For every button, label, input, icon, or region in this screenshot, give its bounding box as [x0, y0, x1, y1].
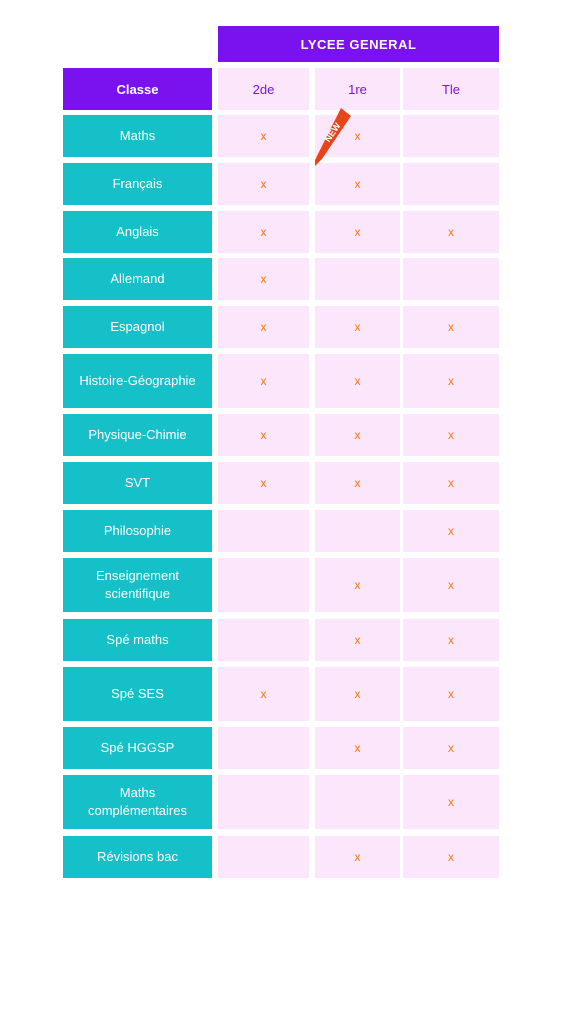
subject-label: Histoire-Géographie — [63, 354, 212, 408]
mark-cell — [218, 836, 309, 878]
mark-cell — [315, 510, 400, 552]
class-header: Classe — [63, 68, 212, 110]
subject-label: Spé HGGSP — [63, 727, 212, 769]
mark-cell: x — [218, 163, 309, 205]
mark-cell: x — [403, 667, 499, 721]
mark-cell: x — [315, 462, 400, 504]
mark-cell: x — [403, 462, 499, 504]
column-header-1re: 1re — [315, 68, 400, 110]
mark-cell: x — [403, 558, 499, 612]
mark-cell: x — [218, 306, 309, 348]
mark-cell — [403, 258, 499, 300]
subject-label: Enseignement scientifique — [63, 558, 212, 612]
mark-cell — [315, 258, 400, 300]
mark-cell: x — [403, 775, 499, 829]
mark-cell — [218, 775, 309, 829]
mark-cell: x — [315, 836, 400, 878]
mark-cell: x — [403, 836, 499, 878]
mark-cell — [218, 619, 309, 661]
mark-cell: x — [403, 354, 499, 408]
column-header-tle: Tle — [403, 68, 499, 110]
mark-cell: x — [315, 727, 400, 769]
mark-cell: x — [403, 727, 499, 769]
mark-cell: x — [315, 354, 400, 408]
subject-label: Spé maths — [63, 619, 212, 661]
level-banner: LYCEE GENERAL — [218, 26, 499, 62]
mark-cell: x — [315, 211, 400, 253]
mark-cell: x — [315, 619, 400, 661]
subject-label: Spé SES — [63, 667, 212, 721]
new-ribbon: NEW — [315, 108, 351, 166]
mark-cell: x — [403, 510, 499, 552]
new-ribbon-shape — [315, 108, 351, 166]
subject-label: Anglais — [63, 211, 212, 253]
mark-cell: x — [403, 619, 499, 661]
mark-cell: x — [403, 211, 499, 253]
mark-cell — [403, 115, 499, 157]
mark-cell: x — [315, 163, 400, 205]
mark-cell: x — [218, 258, 309, 300]
mark-cell — [218, 727, 309, 769]
subject-label: Français — [63, 163, 212, 205]
subject-label: Maths complémentaires — [63, 775, 212, 829]
mark-cell: x — [218, 354, 309, 408]
subject-label: Physique-Chimie — [63, 414, 212, 456]
subject-label: Maths — [63, 115, 212, 157]
mark-cell: x — [218, 115, 309, 157]
subject-label: Philosophie — [63, 510, 212, 552]
mark-cell: x — [315, 306, 400, 348]
mark-cell: x — [315, 558, 400, 612]
mark-cell — [315, 775, 400, 829]
mark-cell — [218, 558, 309, 612]
mark-cell: x — [315, 667, 400, 721]
mark-cell — [403, 163, 499, 205]
mark-cell: x — [218, 462, 309, 504]
mark-cell: x — [403, 306, 499, 348]
mark-cell: x — [403, 414, 499, 456]
mark-cell: x — [218, 414, 309, 456]
mark-cell: x — [218, 667, 309, 721]
subject-label: Révisions bac — [63, 836, 212, 878]
mark-cell: x — [218, 211, 309, 253]
mark-cell: x — [315, 414, 400, 456]
column-header-2de: 2de — [218, 68, 309, 110]
subject-label: Allemand — [63, 258, 212, 300]
mark-cell — [218, 510, 309, 552]
subject-label: Espagnol — [63, 306, 212, 348]
subject-label: SVT — [63, 462, 212, 504]
